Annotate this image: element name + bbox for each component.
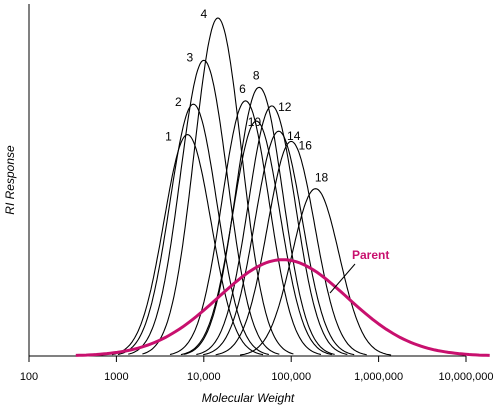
x-tick-label: 1000 xyxy=(104,371,128,383)
parent-leader-line xyxy=(329,263,356,294)
fraction-label-6: 6 xyxy=(239,82,246,96)
x-tick-label: 10,000,000 xyxy=(438,371,493,383)
fraction-curve-18 xyxy=(239,188,392,356)
fraction-curve-12 xyxy=(196,105,348,356)
fraction-curve-14 xyxy=(203,130,355,356)
fraction-curve-8 xyxy=(183,86,335,355)
fraction-label-8: 8 xyxy=(253,68,260,82)
fraction-label-14: 14 xyxy=(287,129,301,143)
x-tick-label: 100 xyxy=(20,371,38,383)
parent-label: Parent xyxy=(352,248,389,262)
axes: 100 1000 10,000 100,000 1,000,000 10,000,000 xyxy=(20,4,494,383)
parent-curve xyxy=(75,258,490,357)
fraction-curve-4 xyxy=(142,17,294,355)
fraction-curve-3 xyxy=(128,59,280,355)
fraction-label-2: 2 xyxy=(175,95,182,109)
fraction-label-18: 18 xyxy=(315,171,329,185)
fraction-label-3: 3 xyxy=(186,50,193,64)
y-axis-title: RI Response xyxy=(3,145,17,215)
fraction-curve-16 xyxy=(215,140,367,356)
fraction-label-1: 1 xyxy=(165,130,172,144)
x-tick-label: 10,000 xyxy=(187,371,221,383)
fraction-curve-10 xyxy=(180,120,333,356)
fraction-label-10: 10 xyxy=(248,115,262,129)
x-axis-title: Molecular Weight xyxy=(202,391,295,405)
x-tick-label: 100,000 xyxy=(271,371,311,383)
x-tick-label: 1,000,000 xyxy=(354,371,403,383)
fraction-label-16: 16 xyxy=(299,138,313,152)
curves xyxy=(75,17,490,357)
fraction-curve-2 xyxy=(117,103,270,356)
fraction-label-12: 12 xyxy=(278,100,292,114)
fraction-curve-1 xyxy=(111,134,264,356)
fraction-curve-6 xyxy=(169,100,322,356)
fraction-label-4: 4 xyxy=(201,7,208,21)
